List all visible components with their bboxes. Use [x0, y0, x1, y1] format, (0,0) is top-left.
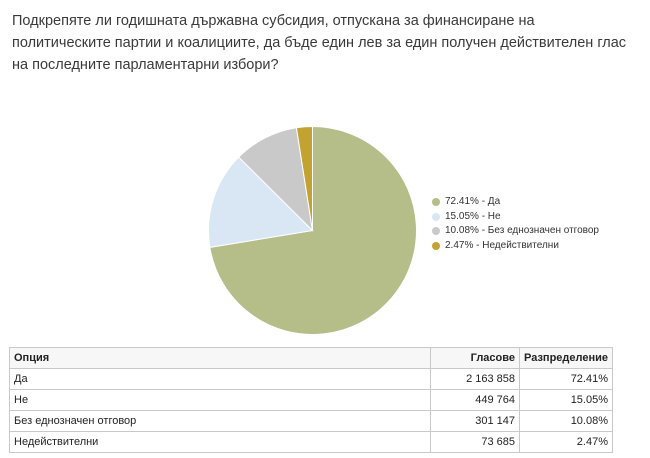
cell-distribution: 72.41%: [519, 368, 613, 390]
pie-chart: [208, 125, 417, 335]
legend-dot-icon: [432, 212, 440, 221]
header-option: Опция: [9, 347, 431, 369]
legend-label: 10.08% - Без еднозначен отговор: [445, 225, 599, 236]
cell-votes: 2 163 858: [430, 368, 520, 390]
table-row: Недействителни 73 685 2.47%: [9, 431, 613, 453]
cell-option: Недействителни: [9, 431, 431, 453]
question-title: Подкрепяте ли годишната държавна субсиди…: [12, 13, 627, 73]
pie-slice-no: [208, 156, 314, 248]
results-table: Опция Гласове Разпределение Да 2 163 858…: [9, 347, 613, 453]
cell-votes: 449 764: [430, 389, 520, 411]
legend-item-invalid: 2.47% - Недействителни: [432, 239, 599, 254]
chart-legend: 72.41% - Да 15.05% - Не 10.08% - Без едн…: [432, 195, 599, 253]
cell-distribution: 10.08%: [519, 410, 613, 432]
header-votes: Гласове: [430, 347, 520, 369]
pie-slice-invalid: [295, 125, 313, 231]
legend-label: 15.05% - Не: [445, 210, 501, 222]
table-row: Да 2 163 858 72.41%: [9, 368, 613, 390]
legend-item-yes: 72.41% - Да: [432, 195, 599, 210]
table-header-row: Опция Гласове Разпределение: [9, 347, 613, 369]
cell-option: Без еднозначен отговор: [9, 410, 431, 432]
legend-item-no: 15.05% - Не: [432, 210, 599, 225]
cell-distribution: 2.47%: [519, 431, 613, 453]
cell-votes: 301 147: [430, 410, 520, 432]
legend-dot-icon: [432, 241, 440, 250]
header-distribution: Разпределение: [519, 347, 613, 369]
legend-dot-icon: [432, 198, 440, 207]
legend-label: 72.41% - Да: [445, 196, 501, 207]
legend-item-unclear: 10.08% - Без еднозначен отговор: [432, 224, 599, 239]
cell-option: Не: [9, 389, 431, 411]
cell-distribution: 15.05%: [519, 389, 613, 411]
cell-votes: 73 685: [430, 431, 520, 453]
table-row: Без еднозначен отговор 301 147 10.08%: [9, 410, 613, 432]
table-row: Не 449 764 15.05%: [9, 389, 613, 411]
legend-dot-icon: [432, 227, 440, 236]
legend-label: 2.47% - Недействителни: [445, 239, 559, 251]
cell-option: Да: [9, 368, 431, 390]
